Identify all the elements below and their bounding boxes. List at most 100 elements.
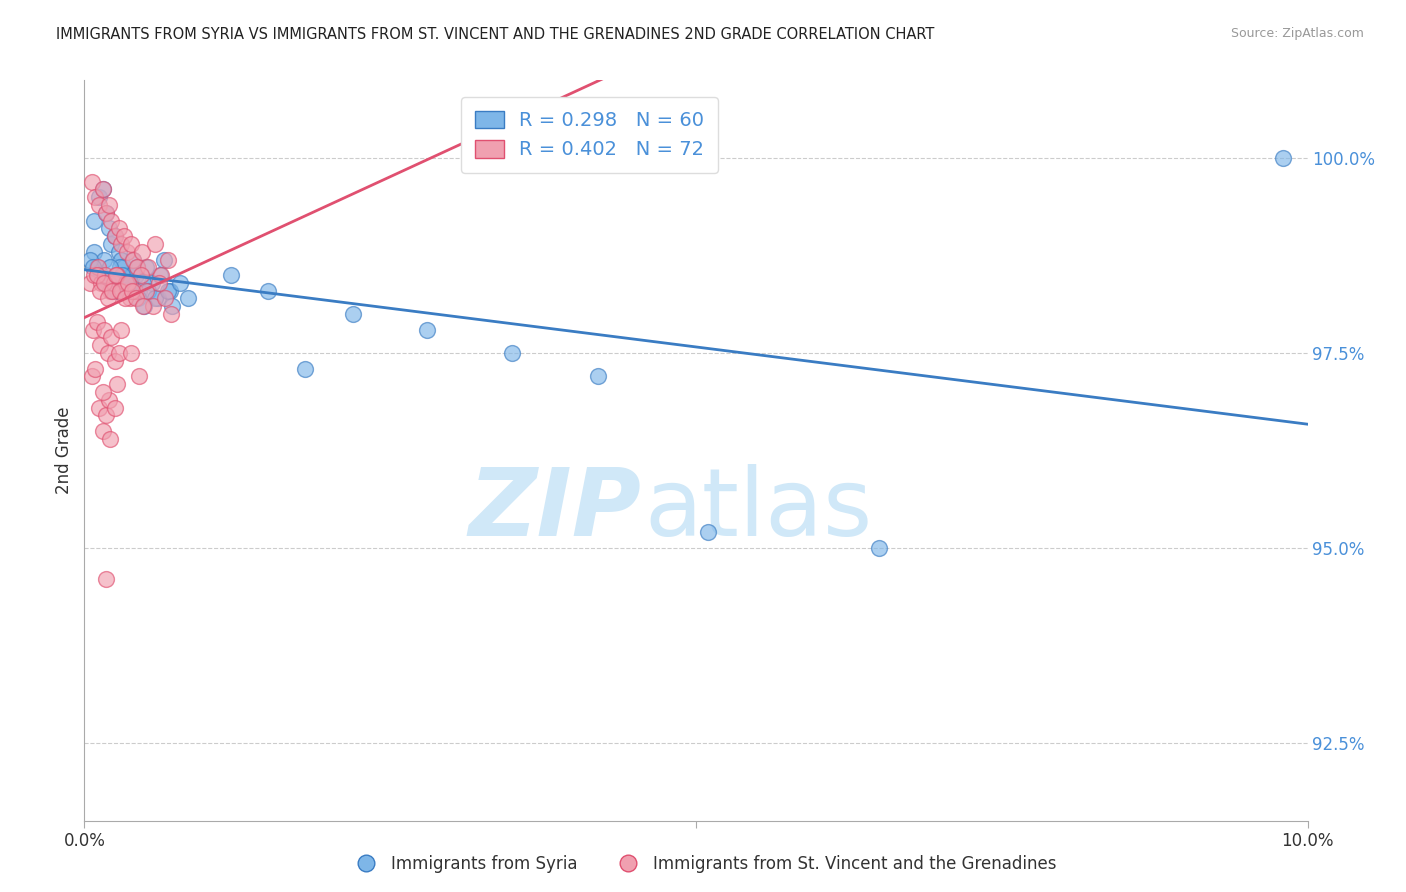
- Point: [96, 572, 118, 586]
- Point: [118, 276, 141, 290]
- Point: [111, 268, 134, 282]
- Point: [122, 252, 145, 267]
- Point: [108, 284, 131, 298]
- Point: [115, 276, 138, 290]
- Point: [96, 206, 118, 220]
- Point: [79, 276, 101, 290]
- Point: [125, 292, 148, 306]
- Point: [134, 299, 156, 313]
- Point: [97, 346, 120, 360]
- Point: [150, 268, 173, 282]
- Point: [342, 307, 364, 321]
- Point: [104, 229, 127, 244]
- Point: [82, 323, 104, 337]
- Point: [97, 292, 120, 306]
- Point: [125, 260, 148, 275]
- Point: [294, 361, 316, 376]
- Text: atlas: atlas: [644, 464, 873, 556]
- Point: [100, 330, 122, 344]
- Point: [97, 276, 120, 290]
- Point: [112, 229, 135, 244]
- Point: [101, 284, 124, 298]
- Point: [97, 198, 120, 212]
- Point: [502, 346, 524, 360]
- Point: [143, 292, 166, 306]
- Point: [117, 284, 139, 298]
- Point: [105, 268, 128, 282]
- Point: [110, 252, 132, 267]
- Point: [118, 292, 141, 306]
- Point: [90, 276, 112, 290]
- Point: [135, 284, 157, 298]
- Point: [89, 284, 111, 298]
- Point: [131, 244, 153, 259]
- Point: [86, 260, 108, 275]
- Point: [416, 323, 439, 337]
- Point: [98, 284, 121, 298]
- Point: [117, 276, 139, 290]
- Point: [110, 236, 132, 251]
- Point: [100, 213, 122, 227]
- Point: [148, 276, 170, 290]
- Point: [107, 346, 129, 360]
- Point: [108, 260, 131, 275]
- Point: [121, 284, 143, 298]
- Point: [120, 346, 142, 360]
- Point: [83, 244, 105, 259]
- Point: [143, 236, 166, 251]
- Point: [83, 213, 105, 227]
- Point: [159, 284, 181, 298]
- Point: [98, 260, 121, 275]
- Point: [136, 284, 159, 298]
- Point: [156, 284, 179, 298]
- Point: [122, 252, 145, 267]
- Point: [120, 236, 142, 251]
- Point: [115, 244, 138, 259]
- Point: [128, 284, 150, 298]
- Point: [89, 338, 111, 352]
- Point: [103, 276, 125, 290]
- Point: [177, 292, 200, 306]
- Point: [111, 284, 134, 298]
- Point: [128, 369, 150, 384]
- Point: [1272, 151, 1295, 165]
- Point: [112, 260, 135, 275]
- Point: [105, 284, 128, 298]
- Point: [84, 361, 107, 376]
- Point: [146, 292, 169, 306]
- Text: ZIP: ZIP: [468, 464, 641, 556]
- Point: [84, 190, 107, 204]
- Point: [97, 221, 120, 235]
- Point: [135, 260, 157, 275]
- Point: [125, 268, 148, 282]
- Point: [125, 260, 148, 275]
- Point: [94, 268, 117, 282]
- Point: [97, 392, 120, 407]
- Point: [136, 260, 159, 275]
- Point: [87, 198, 110, 212]
- Point: [91, 384, 114, 399]
- Point: [96, 409, 118, 423]
- Point: [132, 276, 155, 290]
- Point: [93, 252, 115, 267]
- Point: [142, 299, 165, 313]
- Point: [127, 292, 149, 306]
- Point: [124, 284, 146, 298]
- Point: [160, 307, 183, 321]
- Point: [83, 268, 105, 282]
- Point: [162, 299, 184, 313]
- Point: [121, 268, 143, 282]
- Point: [153, 252, 176, 267]
- Point: [869, 541, 891, 555]
- Point: [86, 315, 108, 329]
- Point: [98, 432, 121, 446]
- Point: [110, 323, 132, 337]
- Point: [94, 276, 117, 290]
- Point: [114, 292, 136, 306]
- Y-axis label: 2nd Grade: 2nd Grade: [55, 407, 73, 494]
- Point: [86, 268, 108, 282]
- Point: [586, 369, 609, 384]
- Point: [96, 206, 118, 220]
- Point: [93, 323, 115, 337]
- Point: [129, 268, 152, 282]
